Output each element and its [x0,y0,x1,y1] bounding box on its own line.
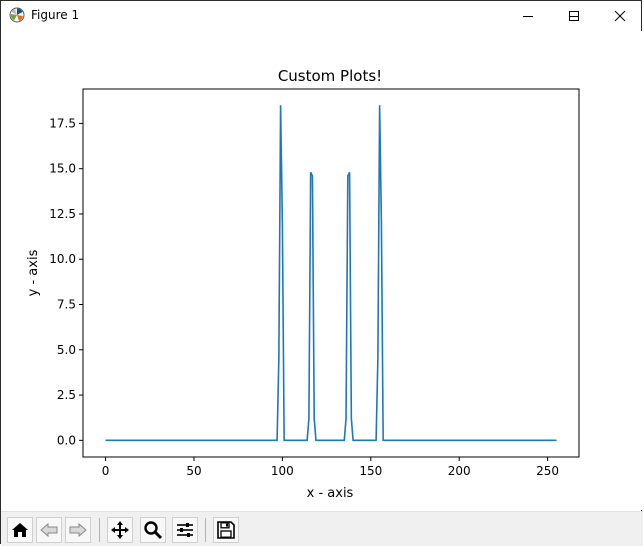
x-axis-label: x - axis [307,486,354,501]
maximize-button[interactable] [551,1,597,31]
toolbar-separator [99,518,100,542]
floppy-disk-icon [217,521,235,539]
forward-arrow-icon [69,522,87,538]
move-icon [111,521,129,539]
y-tick-label: 5.0 [57,343,76,357]
window-title: Figure 1 [31,8,80,22]
toolbar-separator [205,518,206,542]
home-button[interactable] [7,517,33,543]
y-tick-label: 2.5 [57,388,76,402]
navigation-toolbar [1,511,643,546]
line-chart[interactable]: Custom Plots! 0 50 100 150 200 250 0.0 2.5 5.0 7… [1,31,643,510]
save-button[interactable] [213,517,239,543]
y-axis-label: y - axis [26,249,41,296]
zoom-button[interactable] [140,517,166,543]
x-tick-label: 150 [359,464,382,478]
x-tick-label: 0 [102,464,110,478]
y-tick-label: 15.0 [49,162,76,176]
forward-button[interactable] [65,517,91,543]
minimize-button[interactable] [551,1,597,31]
y-tick-label: 12.5 [49,207,76,221]
y-tick-label: 0.0 [57,433,76,447]
title-bar[interactable]: Figure 1 [1,1,641,31]
series-line [105,105,557,442]
matplotlib-logo-icon [9,7,25,23]
close-icon [614,10,626,22]
pan-button[interactable] [107,517,133,543]
home-icon [12,523,28,537]
y-tick-label: 17.5 [49,116,76,130]
x-axis-ticks: 0 50 100 150 200 250 [102,457,559,478]
y-axis-ticks: 0.0 2.5 5.0 7.5 10.0 12.5 15.0 17.5 [49,116,83,447]
plot-frame [82,88,580,458]
maximize-icon [569,11,579,21]
chart-title: Custom Plots! [278,67,382,85]
configure-subplots-button[interactable] [172,517,198,543]
x-tick-label: 200 [448,464,471,478]
close-button[interactable] [597,1,643,31]
y-tick-label: 10.0 [49,252,76,266]
back-button[interactable] [36,517,62,543]
x-tick-label: 250 [536,464,559,478]
minimize-icon [569,16,579,17]
back-arrow-icon [40,522,58,538]
y-tick-label: 7.5 [57,298,76,312]
minimize-button-visible[interactable] [505,1,551,31]
figure-canvas[interactable]: Custom Plots! 0 50 100 150 200 250 0.0 2.5 5.0 7… [1,31,643,510]
x-tick-label: 100 [271,464,294,478]
sliders-icon [177,523,193,537]
minimize-icon [523,16,533,17]
x-tick-label: 50 [186,464,201,478]
magnifier-icon [144,521,163,540]
